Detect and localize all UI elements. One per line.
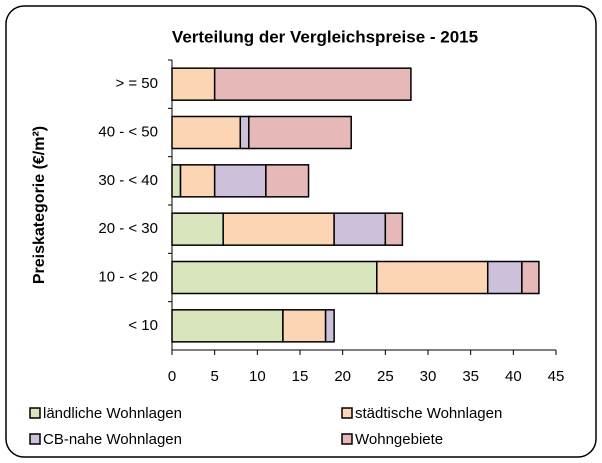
legend-label: CB-nahe Wohnlagen bbox=[43, 431, 182, 448]
x-tick-label: 30 bbox=[420, 368, 437, 385]
x-tick-label: 15 bbox=[292, 368, 309, 385]
bar-segment bbox=[179, 164, 216, 198]
bar-segment bbox=[265, 164, 310, 198]
bar-segment bbox=[486, 260, 523, 295]
bar-segment bbox=[239, 115, 250, 150]
bar-segment bbox=[213, 67, 412, 101]
x-tick-label: 5 bbox=[210, 368, 218, 385]
x-tick-label: 0 bbox=[168, 368, 176, 385]
bar-segment bbox=[171, 67, 216, 101]
y-tick-label: > = 50 bbox=[115, 75, 158, 92]
bar-segment bbox=[376, 260, 489, 295]
bar-segment bbox=[171, 164, 182, 198]
legend-label: städtische Wohnlagen bbox=[355, 405, 502, 422]
y-tick-label: 30 - < 40 bbox=[98, 172, 158, 189]
legend-label: Wohngebiete bbox=[355, 431, 443, 448]
bar-segment bbox=[248, 115, 352, 150]
y-tick-label: 10 - < 20 bbox=[98, 268, 158, 285]
bar-segment bbox=[171, 212, 224, 246]
bar-segment bbox=[171, 115, 242, 150]
bar-segment bbox=[282, 309, 327, 343]
chart-title: Verteilung der Vergleichspreise - 2015 bbox=[172, 27, 478, 46]
x-tick-label: 45 bbox=[548, 368, 565, 385]
bar-segment bbox=[384, 212, 404, 246]
y-tick-label: 20 - < 30 bbox=[98, 220, 158, 237]
legend-swatch bbox=[29, 407, 41, 419]
bar-segment bbox=[521, 260, 540, 295]
bar-segment bbox=[333, 212, 387, 246]
legend-swatch bbox=[341, 433, 353, 445]
y-tick-label: 40 - < 50 bbox=[98, 123, 158, 140]
bar-segment bbox=[213, 164, 267, 198]
y-axis-label: Preiskategorie (€/m²) bbox=[31, 126, 48, 284]
x-tick-label: 35 bbox=[462, 368, 479, 385]
x-tick-label: 25 bbox=[377, 368, 394, 385]
x-tick-label: 40 bbox=[505, 368, 522, 385]
bar-segment bbox=[171, 309, 284, 343]
legend-label: ländliche Wohnlagen bbox=[43, 405, 182, 422]
x-tick-label: 20 bbox=[334, 368, 351, 385]
x-tick-label: 10 bbox=[249, 368, 266, 385]
bar-segment bbox=[171, 260, 378, 295]
legend-swatch bbox=[341, 407, 353, 419]
bar-segment bbox=[324, 309, 335, 343]
legend-swatch bbox=[29, 433, 41, 445]
y-tick-label: < 10 bbox=[128, 317, 158, 334]
bar-segment bbox=[222, 212, 335, 246]
